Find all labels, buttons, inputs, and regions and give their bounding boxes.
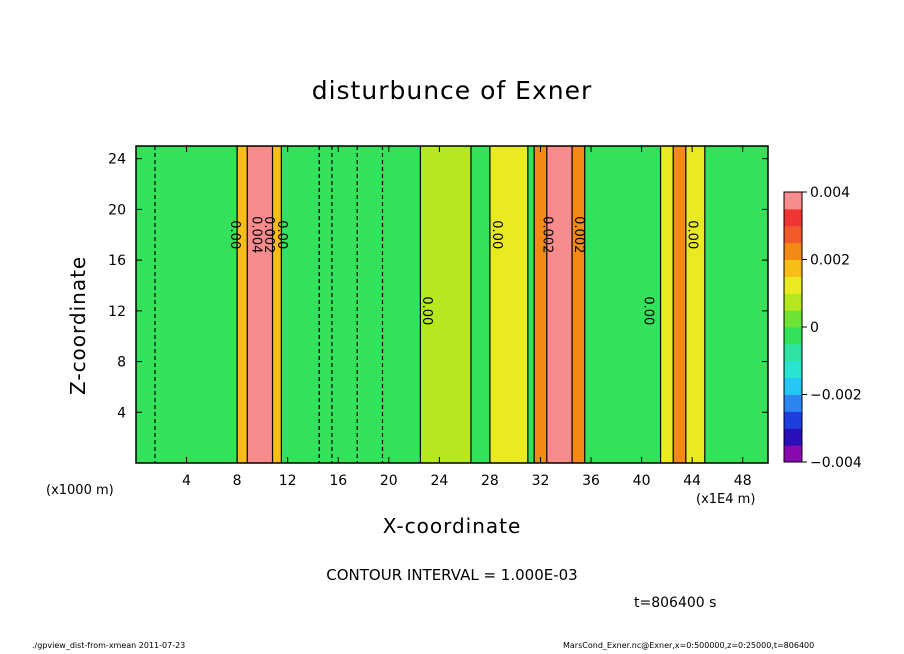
colorbar-label-1: 0.002 bbox=[810, 253, 850, 269]
x-tick-label-0: 4 bbox=[182, 473, 191, 489]
colorbar-swatch-13 bbox=[784, 225, 802, 244]
x-tick-label-10: 44 bbox=[683, 473, 701, 489]
field-band-3 bbox=[275, 146, 320, 463]
y-tick-label-4: 20 bbox=[108, 202, 126, 218]
y-tick-label-0: 4 bbox=[117, 405, 126, 421]
contour-label-4: 0.00 bbox=[419, 296, 434, 325]
x-tick-label-6: 28 bbox=[481, 473, 499, 489]
field-band-4 bbox=[319, 146, 332, 463]
field-band-11 bbox=[546, 146, 573, 463]
contour-label-1: 0.004 bbox=[249, 216, 264, 253]
contour-label-7: 0.002 bbox=[571, 216, 586, 253]
y-tick-label-3: 16 bbox=[108, 253, 126, 269]
colorbar-swatch-1 bbox=[784, 428, 802, 446]
x-tick-label-11: 48 bbox=[734, 473, 752, 489]
colorbar-label-2: 0 bbox=[810, 320, 819, 336]
contour-label-3: 0.00 bbox=[274, 220, 289, 249]
colorbar-swatch-6 bbox=[784, 343, 802, 362]
x-tick-label-9: 40 bbox=[633, 473, 651, 489]
plot-frame bbox=[135, 145, 769, 464]
x-unit-left: (x1000 m) bbox=[46, 483, 114, 498]
x-tick-label-5: 24 bbox=[430, 473, 448, 489]
colorbar-swatch-14 bbox=[784, 208, 802, 227]
contour-label-2: 0.002 bbox=[261, 216, 276, 253]
footer-left: ./gpview_dist-from-xmean 2011-07-23 bbox=[32, 641, 186, 650]
colorbar-swatch-0 bbox=[784, 445, 802, 463]
field-band-8 bbox=[420, 146, 471, 463]
x-tick-label-7: 32 bbox=[532, 473, 550, 489]
x-tick-label-4: 20 bbox=[380, 473, 398, 489]
colorbar-swatch-2 bbox=[784, 411, 802, 429]
colorbar-swatch-10 bbox=[784, 276, 802, 294]
x-tick-label-2: 12 bbox=[279, 473, 297, 489]
x-tick-label-8: 36 bbox=[582, 473, 600, 489]
contour-label-8: 0.00 bbox=[640, 296, 655, 325]
colorbar-label-4: −0.004 bbox=[810, 455, 862, 471]
colorbar-label-0: 0.004 bbox=[810, 185, 850, 201]
colorbar-swatch-7 bbox=[784, 327, 802, 345]
x-unit-right: (x1E4 m) bbox=[696, 492, 756, 507]
colorbar-swatch-15 bbox=[784, 192, 802, 210]
x-tick-label-3: 16 bbox=[329, 473, 347, 489]
colorbar-swatch-4 bbox=[784, 377, 802, 395]
field-band-13 bbox=[673, 146, 686, 463]
x-tick-label-1: 8 bbox=[233, 473, 242, 489]
field-band-1 bbox=[154, 146, 238, 463]
colorbar: 0.004 0.002 0 −0.002 −0.004 bbox=[783, 185, 862, 471]
time-label: t=806400 s bbox=[634, 595, 717, 611]
y-tick-label-2: 12 bbox=[108, 304, 126, 320]
contour-label-9: 0.00 bbox=[685, 220, 700, 249]
colorbar-swatch-9 bbox=[784, 293, 802, 311]
contour-label-6: 0.002 bbox=[539, 216, 554, 253]
contour-label-5: 0.00 bbox=[489, 220, 504, 249]
footer-right: MarsCond_Exner.nc@Exner,x=0:500000,z=0:2… bbox=[563, 641, 815, 650]
colorbar-label-3: −0.002 bbox=[810, 388, 862, 404]
field-band-9 bbox=[489, 146, 528, 463]
colorbar-swatch-5 bbox=[784, 360, 802, 379]
field-band-5 bbox=[357, 146, 383, 463]
field-layer bbox=[136, 146, 768, 463]
y-tick-label-5: 24 bbox=[108, 152, 126, 168]
colorbar-swatch-8 bbox=[784, 310, 802, 328]
colorbar-swatch-3 bbox=[784, 394, 802, 412]
y-tick-label-1: 8 bbox=[117, 355, 126, 371]
x-axis-label-text: X-coordinate bbox=[382, 514, 522, 538]
colorbar-swatch-11 bbox=[784, 259, 802, 277]
colorbar-swatch-12 bbox=[784, 242, 802, 260]
field-band-7 bbox=[247, 146, 273, 463]
x-axis-label: X-coordinate bbox=[0, 514, 904, 538]
contour-label-0: 0.00 bbox=[227, 220, 242, 249]
contour-interval-label: CONTOUR INTERVAL = 1.000E-03 bbox=[326, 566, 578, 584]
chart-title: disturbunce of Exner bbox=[311, 76, 593, 105]
